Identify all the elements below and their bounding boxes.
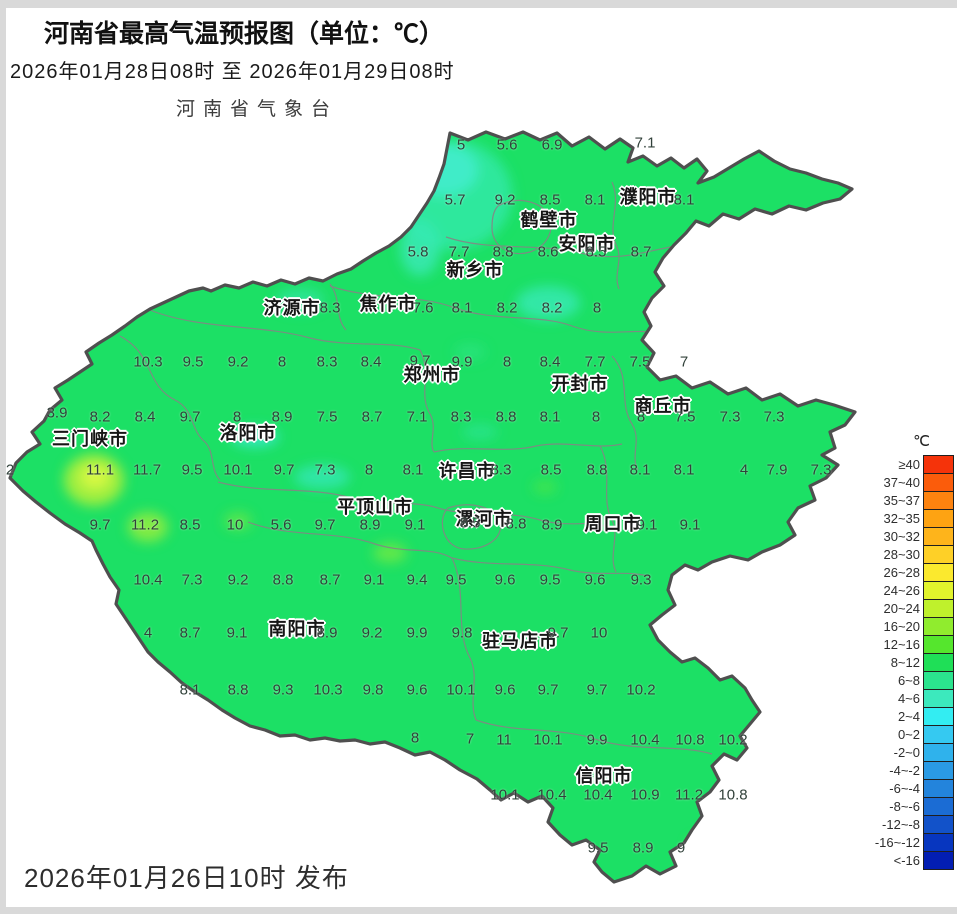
legend-range-label: -6~-4 xyxy=(889,781,920,796)
legend-swatch xyxy=(923,671,954,690)
legend-swatch xyxy=(923,797,954,816)
city-boundaries xyxy=(119,181,713,755)
legend-item: -16~-12 xyxy=(858,833,954,852)
legend-swatch xyxy=(923,635,954,654)
page-edge-left xyxy=(0,0,6,914)
province-fill-layer xyxy=(10,132,855,882)
legend-swatch xyxy=(923,491,954,510)
page-edge-bottom xyxy=(0,907,957,914)
legend-item: -8~-6 xyxy=(858,797,954,816)
legend-range-label: -8~-6 xyxy=(889,799,920,814)
legend-range-label: 35~37 xyxy=(883,493,920,508)
legend-range-label: -2~0 xyxy=(893,745,920,760)
legend-range-label: 30~32 xyxy=(883,529,920,544)
legend-item: 20~24 xyxy=(858,599,954,618)
province-outline xyxy=(8,130,857,884)
legend-range-label: 6~8 xyxy=(897,673,920,688)
legend-range-label: <-16 xyxy=(893,853,920,868)
legend-range-label: ≥40 xyxy=(898,457,920,472)
legend-swatch xyxy=(923,653,954,672)
legend-item: 26~28 xyxy=(858,563,954,582)
forecast-period: 2026年01月28日08时 至 2026年01月29日08时 xyxy=(10,61,455,83)
legend-item: 2~4 xyxy=(858,707,954,726)
legend-swatch xyxy=(923,509,954,528)
legend-range-label: 32~35 xyxy=(883,511,920,526)
legend-item: 35~37 xyxy=(858,491,954,510)
agency-name: 河南省气象台 xyxy=(176,98,339,120)
legend-range-label: -4~-2 xyxy=(889,763,920,778)
legend-range-label: 4~6 xyxy=(897,691,920,706)
legend-item: 6~8 xyxy=(858,671,954,690)
legend-item: -4~-2 xyxy=(858,761,954,780)
legend-range-label: 26~28 xyxy=(883,565,920,580)
legend-item: <-16 xyxy=(858,851,954,870)
legend-swatch xyxy=(923,617,954,636)
legend-range-label: 28~30 xyxy=(883,547,920,562)
legend-item: 4~6 xyxy=(858,689,954,708)
legend-range-label: 16~20 xyxy=(883,619,920,634)
legend-item: 8~12 xyxy=(858,653,954,672)
legend-range-label: 8~12 xyxy=(890,655,920,670)
legend-swatch xyxy=(923,563,954,582)
legend-item: 37~40 xyxy=(858,473,954,492)
legend-item: 28~30 xyxy=(858,545,954,564)
legend-item: 12~16 xyxy=(858,635,954,654)
legend-range-label: 24~26 xyxy=(883,583,920,598)
legend-swatch xyxy=(923,851,954,870)
legend-swatch xyxy=(923,761,954,780)
legend-item: -2~0 xyxy=(858,743,954,762)
legend-swatch xyxy=(923,707,954,726)
legend-item: 16~20 xyxy=(858,617,954,636)
page-title: 河南省最高气温预报图（单位：℃） xyxy=(44,20,445,48)
legend-swatch xyxy=(923,527,954,546)
legend-swatch xyxy=(923,599,954,618)
legend-item: ≥40 xyxy=(858,455,954,474)
legend-swatch xyxy=(923,815,954,834)
legend-swatch xyxy=(923,581,954,600)
temperature-legend: ℃ ≥40 37~40 35~37 32~35 30~32 28~30 26~28 24~26… xyxy=(858,432,954,870)
page-edge-top xyxy=(0,0,957,8)
legend-range-label: 20~24 xyxy=(883,601,920,616)
legend-items: ≥40 37~40 35~37 32~35 30~32 28~30 26~28 24~26 20… xyxy=(858,455,954,870)
legend-swatch xyxy=(923,833,954,852)
legend-swatch xyxy=(923,689,954,708)
legend-item: 24~26 xyxy=(858,581,954,600)
legend-item: 0~2 xyxy=(858,725,954,744)
legend-unit-label: ℃ xyxy=(913,433,930,450)
legend-item: -6~-4 xyxy=(858,779,954,798)
legend-item: -12~-8 xyxy=(858,815,954,834)
legend-swatch xyxy=(923,473,954,492)
legend-range-label: -12~-8 xyxy=(882,817,920,832)
legend-range-label: 12~16 xyxy=(883,637,920,652)
legend-item: 30~32 xyxy=(858,527,954,546)
issue-time: 2026年01月26日10时 发布 xyxy=(24,863,349,893)
legend-swatch xyxy=(923,725,954,744)
legend-swatch xyxy=(923,743,954,762)
legend-swatch xyxy=(923,779,954,798)
legend-range-label: 37~40 xyxy=(883,475,920,490)
legend-range-label: -16~-12 xyxy=(874,835,920,850)
legend-swatch xyxy=(923,545,954,564)
legend-range-label: 0~2 xyxy=(897,727,920,742)
legend-swatch xyxy=(923,455,954,474)
legend-range-label: 2~4 xyxy=(897,709,920,724)
legend-item: 32~35 xyxy=(858,509,954,528)
